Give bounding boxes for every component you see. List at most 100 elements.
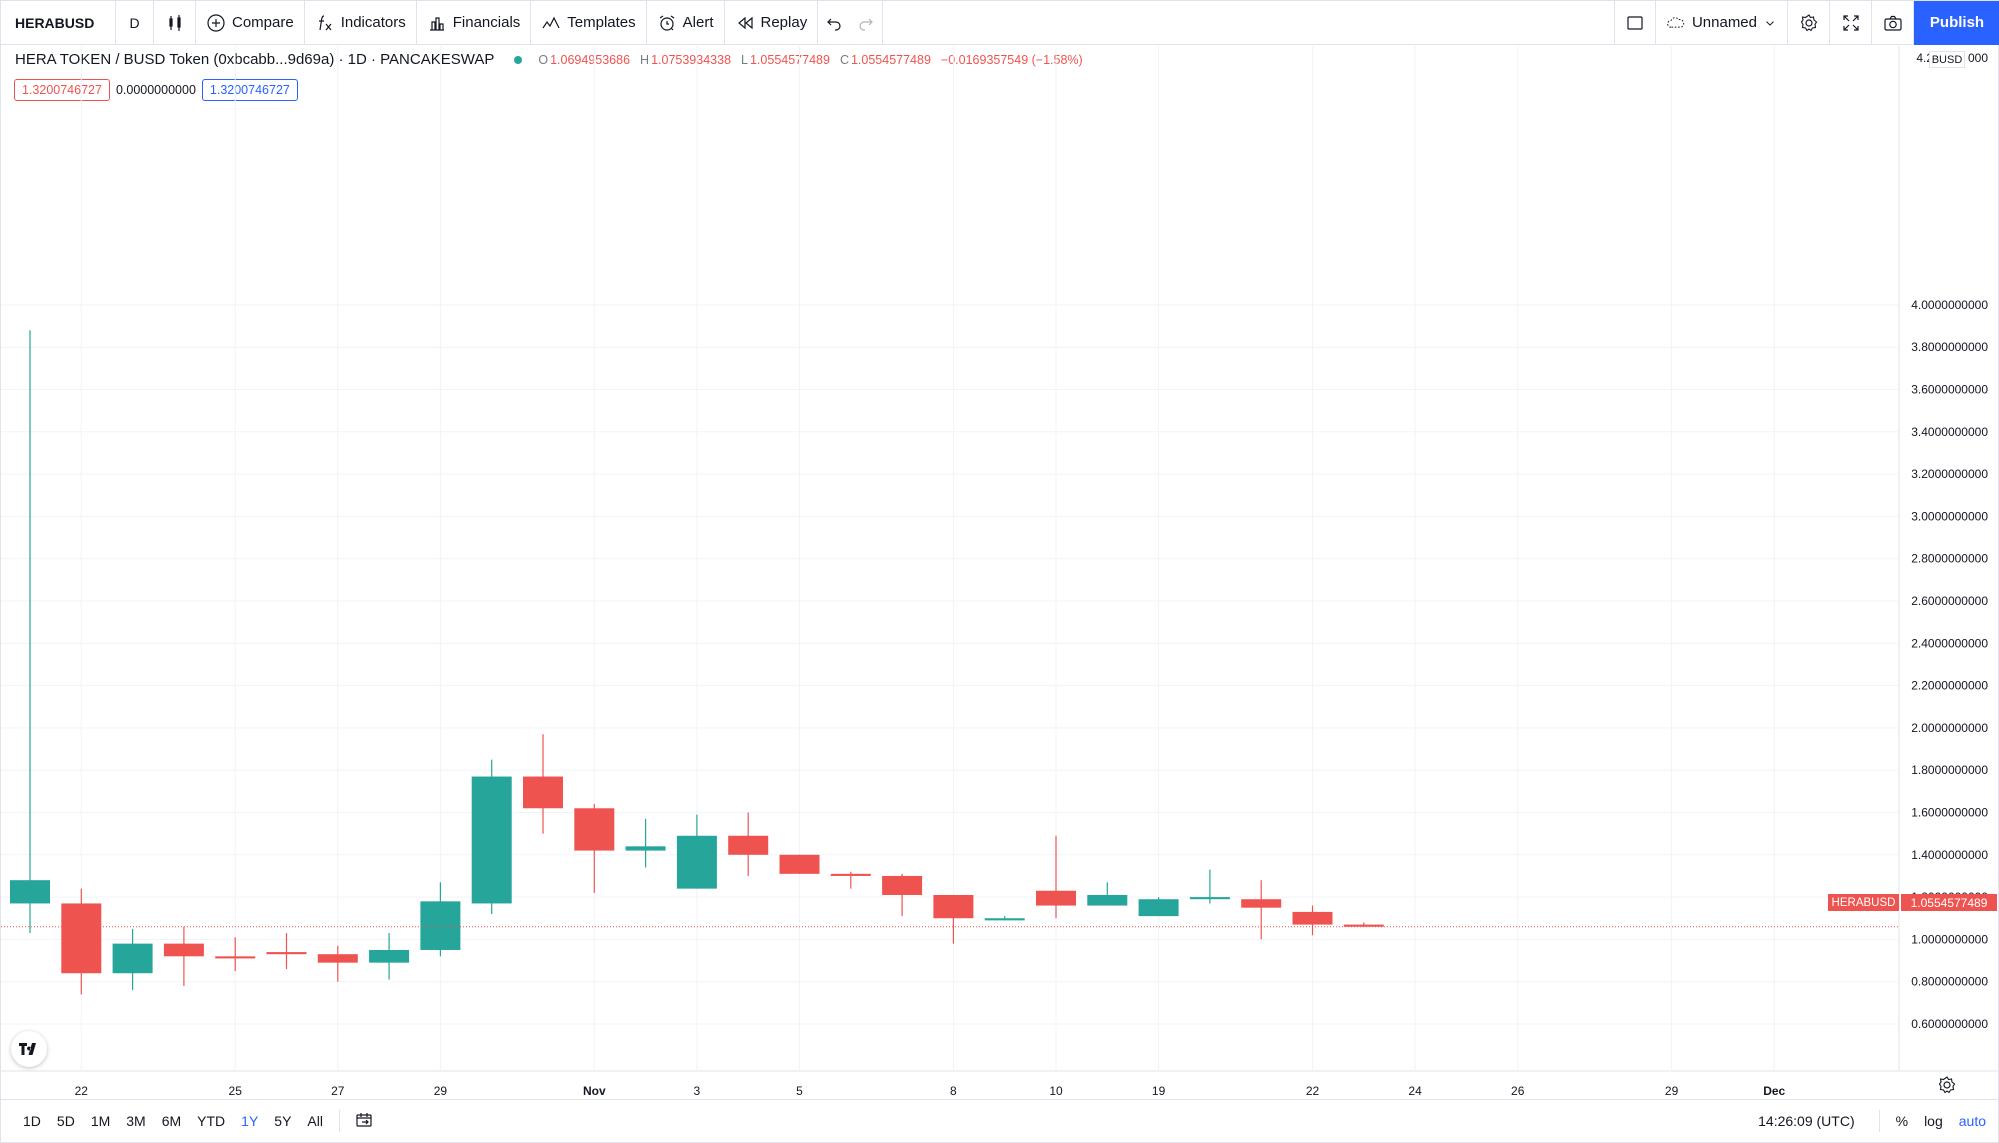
range-button-1y[interactable]: 1Y [241,1113,259,1129]
log-scale-toggle[interactable]: log [1924,1113,1943,1129]
candle-body [1189,897,1230,900]
low-number: 1.0554577489 [749,52,830,67]
range-button-5d[interactable]: 5D [56,1113,75,1129]
candle-body [266,952,307,955]
screenshot-button[interactable] [1872,0,1914,45]
low-value: L 1.0554577489 [741,53,830,67]
publish-button[interactable]: Publish [1914,0,1999,45]
chart-canvas[interactable]: 4.0000000000 3.8000000000 3.6000000000 3.40… [1,46,1999,1099]
time-tick-label: 19 [1152,1084,1166,1098]
last-price-badge: 1.0554577489 [1901,894,1997,911]
undo-button[interactable] [818,1,850,45]
time-tick-label: 27 [331,1084,345,1098]
templates-label: Templates [567,14,636,31]
time-tick-label: Dec [1763,1084,1785,1098]
interval-button[interactable]: D [116,0,154,45]
candle-body [625,846,666,851]
time-tick-label: 5 [796,1084,803,1098]
open-number: 1.0694953686 [550,52,631,67]
indicators-button[interactable]: Indicators [305,0,417,45]
high-value: H 1.0753934338 [640,53,731,67]
financials-label: Financials [452,14,521,31]
plus-circle-icon [207,13,225,32]
calendar-goto-icon [356,1112,372,1127]
range-button-all[interactable]: All [307,1113,323,1129]
candle [10,330,50,934]
candle-body [882,875,923,895]
range-button-5y[interactable]: 5Y [274,1113,292,1129]
auto-scale-toggle[interactable]: auto [1958,1113,1986,1129]
candle-body [933,894,974,919]
legend-indicator-values: 1.3200746727 0.0000000000 1.3200746727 [14,79,298,101]
layout-name-label: Unnamed [1691,14,1757,31]
layout-name-button[interactable]: Unnamed [1656,0,1788,45]
candle-body [1241,899,1282,908]
candle-body [1138,899,1179,917]
tradingview-logo[interactable] [11,1031,47,1067]
range-button-1m[interactable]: 1M [90,1113,111,1129]
time-tick-label: 24 [1408,1084,1422,1098]
candle [1189,869,1230,904]
candles-layer [1,330,1899,995]
candle [1241,880,1282,940]
time-tick-label: 3 [694,1084,701,1098]
utc-time-button[interactable]: 14:26:09 (UTC) [1758,1113,1855,1129]
compare-button[interactable]: Compare [196,0,305,45]
legend-value-box-3[interactable]: 1.3200746727 [201,79,298,101]
alarm-clock-icon [659,15,674,31]
ohlc-values: O 1.0694953686 H 1.0753934338 L 1.055457748… [538,53,1082,67]
layout-select-button[interactable] [1613,0,1656,45]
market-status-dot[interactable] [514,55,523,64]
price-tick-label: 2.6000000000 [1911,594,1988,608]
replay-button[interactable]: Replay [725,0,819,45]
range-button-6m[interactable]: 6M [161,1113,182,1129]
candle [1036,835,1076,919]
fx-icon [318,14,332,30]
percent-scale-toggle[interactable]: % [1895,1113,1909,1129]
candle [728,812,769,876]
candle [882,873,923,917]
chart-settings-gear-icon[interactable] [1937,1075,1957,1095]
candle [1087,882,1128,906]
range-button-3m[interactable]: 3M [126,1113,146,1129]
redo-button[interactable] [850,0,884,45]
candle-body [779,854,820,874]
symbol-search-button[interactable]: HERABUSD [1,0,116,45]
price-tick-label: 0.6000000000 [1911,1017,1988,1031]
templates-button[interactable]: Templates [531,0,647,45]
range-button-ytd[interactable]: YTD [197,1113,226,1129]
time-tick-label: Nov [583,1084,606,1098]
price-tick-label: 2.2000000000 [1911,679,1988,693]
legend-value-2: 0.0000000000 [115,83,196,97]
candle [420,882,461,957]
templates-icon [542,16,560,28]
goto-date-button[interactable] [348,1110,380,1133]
settings-button[interactable] [1788,0,1830,45]
interval-label: D [129,14,140,31]
candle-body [830,873,871,876]
time-tick-label: 26 [1511,1084,1525,1098]
range-button-1d[interactable]: 1D [23,1113,41,1129]
price-tick-label: 3.0000000000 [1911,509,1988,523]
publish-label: Publish [1929,14,1985,31]
candle [1343,922,1384,927]
series-title[interactable]: HERA TOKEN / BUSD Token (0xbcabb...9d69a… [15,51,495,68]
candle [112,928,153,991]
legend-value-box-1[interactable]: 1.3200746727 [14,79,110,101]
fullscreen-button[interactable] [1830,0,1872,45]
replay-label: Replay [760,14,808,31]
price-tick-label: 1.4000000000 [1911,848,1988,862]
candle [984,916,1025,921]
candle [523,734,563,834]
financials-button[interactable]: Financials [417,0,532,45]
currency-badge[interactable]: BUSD [1929,51,1965,68]
candle [369,933,410,980]
candle [471,759,512,915]
rewind-icon [737,16,753,29]
bottom-separator [1878,1110,1880,1132]
alert-button[interactable]: Alert [647,0,725,45]
chart-type-button[interactable] [154,0,196,45]
time-tick-label: 29 [1665,1084,1679,1098]
toolbar-spacer [883,1,1614,45]
candle [1292,905,1333,936]
